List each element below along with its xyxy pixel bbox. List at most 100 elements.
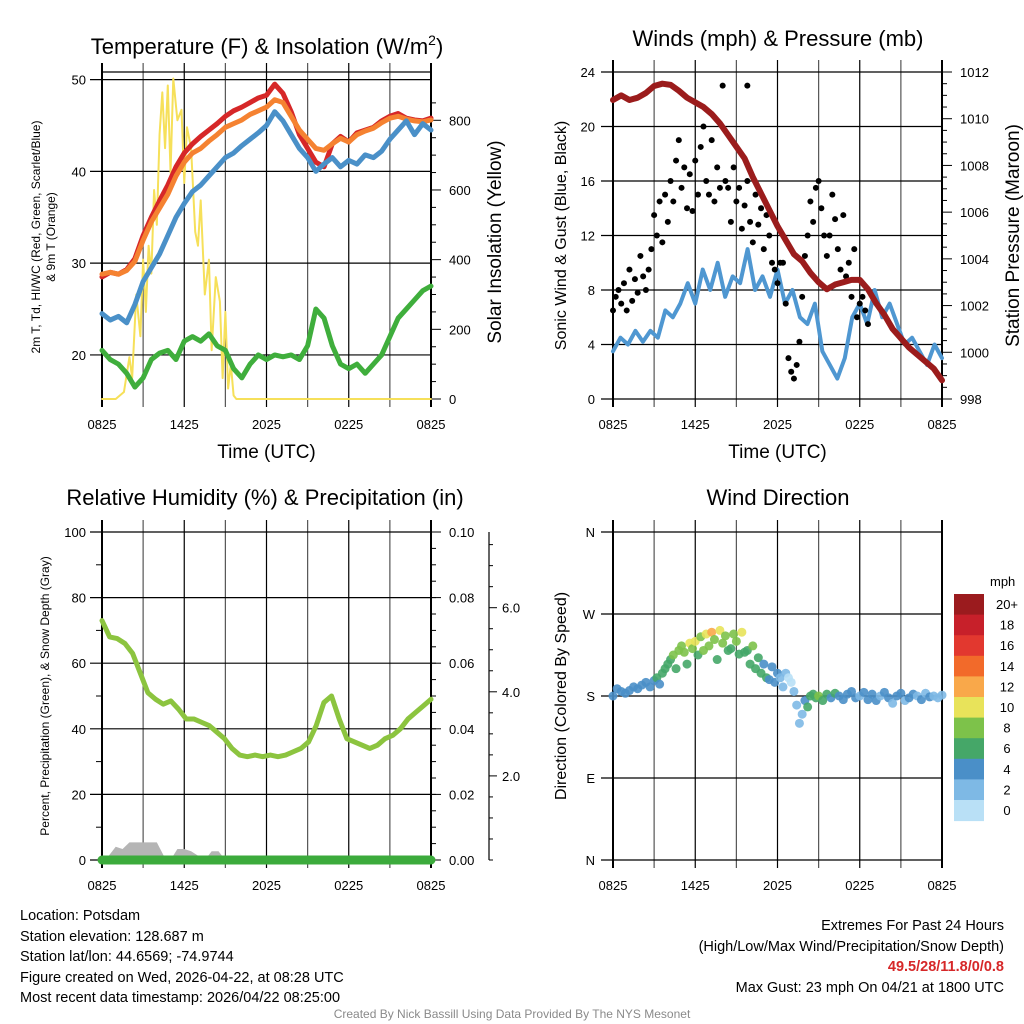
x-tick-label: 1425: [170, 878, 199, 893]
gust-point: [747, 218, 754, 225]
gust-point: [711, 198, 718, 205]
gust-point: [634, 289, 641, 296]
colorbar-label: 10: [1000, 700, 1014, 715]
y2-axis-label: Station Pressure (Maroon): [1003, 124, 1024, 347]
y-tick-label: 20: [72, 348, 86, 363]
direction-point: [688, 644, 698, 654]
gust-point: [760, 246, 767, 253]
gust-point: [697, 143, 704, 150]
gust-point: [807, 198, 814, 205]
y-tick-label: 50: [72, 73, 86, 88]
gust-point: [618, 300, 625, 307]
x-tick-label: 0825: [88, 878, 117, 893]
x-tick-label: 0825: [599, 417, 628, 432]
gust-point: [673, 157, 680, 164]
direction-point: [818, 696, 828, 706]
y-tick-label: 0: [588, 392, 595, 407]
gust-point: [662, 191, 669, 198]
gust-point: [733, 198, 740, 205]
y-tick-label: S: [586, 689, 595, 704]
colorbar-label: 20+: [996, 597, 1018, 612]
colorbar-label: 12: [1000, 679, 1014, 694]
y2-tick-label: 600: [449, 183, 471, 198]
y-tick-label: 40: [72, 722, 86, 737]
y-axis-label: Sonic Wind & Gust (Blue, Black): [553, 121, 570, 350]
y-tick-label: 12: [581, 229, 595, 244]
gust-point: [810, 218, 817, 225]
x-tick-label: 1425: [681, 417, 710, 432]
gust-point: [804, 232, 811, 239]
gust-point: [703, 178, 710, 184]
gust-point: [854, 314, 861, 321]
colorbar-swatch: [954, 738, 984, 760]
direction-point: [737, 627, 747, 637]
gust-point: [862, 307, 869, 314]
y2-tick-label: 0.08: [449, 591, 474, 606]
x-tick-label: 2025: [252, 878, 281, 893]
gust-point: [678, 184, 685, 191]
gust-point: [656, 198, 663, 205]
location-label: Location: Potsdam: [20, 908, 141, 924]
gust-point: [670, 198, 677, 205]
temperature-panel: 0825 1425 2025 0225 0825 20 30 40 50 0 200 400 600 80…: [29, 32, 506, 463]
gust-point: [642, 287, 649, 293]
gust-point: [653, 232, 660, 239]
gust-point: [821, 232, 828, 239]
gust-point: [749, 239, 756, 246]
direction-point: [718, 638, 728, 648]
x-tick-label: 0225: [334, 878, 363, 893]
colorbar-swatch: [954, 758, 984, 780]
y-axis-label: Percent, Precipitation (Green), & Snow D…: [38, 556, 52, 835]
chart-title: Relative Humidity (%) & Precipitation (i…: [66, 485, 463, 510]
gust-point: [648, 246, 655, 253]
gust-point: [818, 205, 825, 212]
gust-point: [741, 202, 748, 209]
gust-point: [774, 280, 781, 287]
extremes-panel: Extremes For Past 24 Hours (High/Low/Max…: [699, 916, 1004, 998]
direction-point: [726, 644, 736, 654]
y-tick-label: 24: [581, 65, 595, 80]
colorbar-swatch: [954, 779, 984, 801]
y2-tick-label: 1002: [960, 299, 989, 314]
gust-point: [856, 300, 863, 307]
gust-point: [848, 293, 855, 300]
direction-point: [767, 662, 777, 672]
winds-panel: 0825 1425 2025 0225 0825 0 4 8 12 16 20 24 998 1000 10…: [553, 26, 1024, 463]
gust-point: [629, 297, 636, 304]
direction-point: [786, 677, 796, 687]
x-tick-label: 0825: [928, 417, 957, 432]
humidity-panel: 0825 1425 2025 0225 08250204060801000.000.02…: [38, 485, 520, 893]
y2-tick-label: 0.04: [449, 722, 474, 737]
gust-point: [834, 246, 841, 253]
gust-point: [829, 191, 836, 198]
gust-point: [640, 273, 647, 280]
direction-point: [709, 635, 719, 645]
series-relative-humidity: [99, 618, 434, 760]
gust-point: [705, 191, 712, 198]
credit-line: Created By Nick Bassill Using Data Provi…: [333, 1007, 691, 1021]
series-dew-wind-chill-blue-: [99, 109, 434, 326]
colorbar-label: 16: [1000, 638, 1014, 653]
gust-point: [801, 252, 808, 259]
gust-point: [851, 246, 858, 253]
gust-point: [719, 82, 726, 89]
station-info: Location: Potsdam Station elevation: 128…: [20, 906, 344, 1009]
y-tick-label: 8: [588, 283, 595, 298]
max-gust-label: Max Gust: 23 mph On 04/21 at 1800 UTC: [735, 979, 1004, 996]
y2-tick-label: 998: [960, 392, 982, 407]
gust-point: [620, 280, 627, 287]
gust-point: [725, 184, 732, 191]
y-tick-label: 30: [72, 256, 86, 271]
series-9m-t: [99, 97, 434, 277]
chart-title: Winds (mph) & Pressure (mb): [633, 26, 924, 51]
x-tick-label: 0225: [845, 878, 874, 893]
y-tick-label: 0: [79, 853, 86, 868]
y2-tick-label: 1012: [960, 65, 989, 80]
y-tick-label: 80: [72, 591, 86, 606]
direction-point: [679, 647, 689, 657]
gust-point: [686, 171, 693, 178]
y-tick-label: 20: [72, 787, 86, 802]
gust-point: [779, 259, 786, 266]
elevation-label: Station elevation: 128.687 m: [20, 928, 204, 945]
